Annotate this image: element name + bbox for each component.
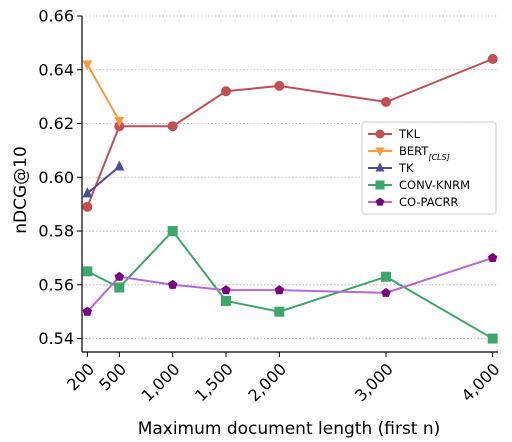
- axes: [81, 16, 498, 353]
- x-tick-label: 4,000: [458, 359, 504, 405]
- x-axis-label: Maximum document length (first n): [138, 419, 441, 439]
- data-point: [167, 279, 178, 289]
- data-point: [114, 282, 125, 293]
- legend-item: TKL: [368, 127, 421, 141]
- data-point: [82, 306, 93, 316]
- y-tick-label: 0.56: [38, 275, 74, 294]
- series-line: [86, 165, 120, 195]
- legend-marker: [375, 180, 385, 190]
- legend-label: TKL: [398, 127, 421, 141]
- x-tick-label: 200: [63, 359, 98, 394]
- series-line: [86, 63, 121, 122]
- data-point: [274, 306, 285, 317]
- data-point: [114, 160, 125, 171]
- data-point: [114, 271, 125, 281]
- series-2: [82, 60, 125, 127]
- legend-marker: [375, 147, 385, 157]
- data-point: [487, 54, 498, 65]
- data-series: [82, 54, 498, 344]
- data-point: [82, 187, 93, 198]
- data-point: [274, 80, 285, 91]
- legend-item: CO-PACRR: [368, 195, 458, 209]
- y-axis-label: nDCG@10: [11, 146, 31, 234]
- data-point: [487, 252, 498, 262]
- x-tick-label: 1,000: [138, 359, 184, 405]
- x-tick-label: 3,000: [351, 359, 397, 405]
- data-point: [221, 285, 231, 295]
- legend-box: [361, 121, 497, 215]
- data-point: [114, 116, 125, 127]
- x-tick-label: 500: [95, 359, 130, 394]
- legend-label: CO-PACRR: [399, 195, 458, 209]
- y-tick-label: 0.60: [38, 168, 74, 187]
- y-tick-label: 0.64: [38, 60, 74, 79]
- x-tick-label: 1,500: [191, 359, 237, 405]
- data-point: [82, 266, 93, 277]
- data-point: [82, 201, 93, 212]
- y-tick-label: 0.58: [38, 222, 74, 241]
- y-tick-label: 0.62: [38, 114, 74, 133]
- series-1: [82, 54, 498, 212]
- data-point: [221, 295, 231, 306]
- data-point: [487, 333, 498, 344]
- series-4: [82, 226, 498, 344]
- y-tick-label: 0.54: [38, 329, 74, 348]
- data-point: [274, 285, 285, 295]
- data-point: [167, 121, 178, 132]
- legend-marker: [375, 162, 385, 172]
- legend-item: CONV-KNRM: [368, 178, 470, 192]
- x-tick-label: 2,000: [244, 359, 290, 405]
- data-point: [82, 60, 93, 71]
- data-point: [381, 271, 391, 282]
- series-5: [82, 252, 498, 316]
- y-axis-ticks: 0.54 0.56 0.58 0.60 0.62 0.64 0.66: [38, 7, 82, 348]
- legend-label: TK: [398, 161, 414, 175]
- legend-label: CONV-KNRM: [399, 178, 470, 192]
- data-point: [381, 97, 391, 108]
- data-point: [381, 287, 391, 297]
- y-tick-label: 0.66: [38, 7, 74, 26]
- data-point: [167, 226, 178, 237]
- series-3: [82, 160, 125, 198]
- legend-marker: [375, 197, 385, 206]
- data-point: [221, 86, 231, 97]
- legend-item: TK: [368, 161, 414, 175]
- legend-marker: [375, 129, 385, 139]
